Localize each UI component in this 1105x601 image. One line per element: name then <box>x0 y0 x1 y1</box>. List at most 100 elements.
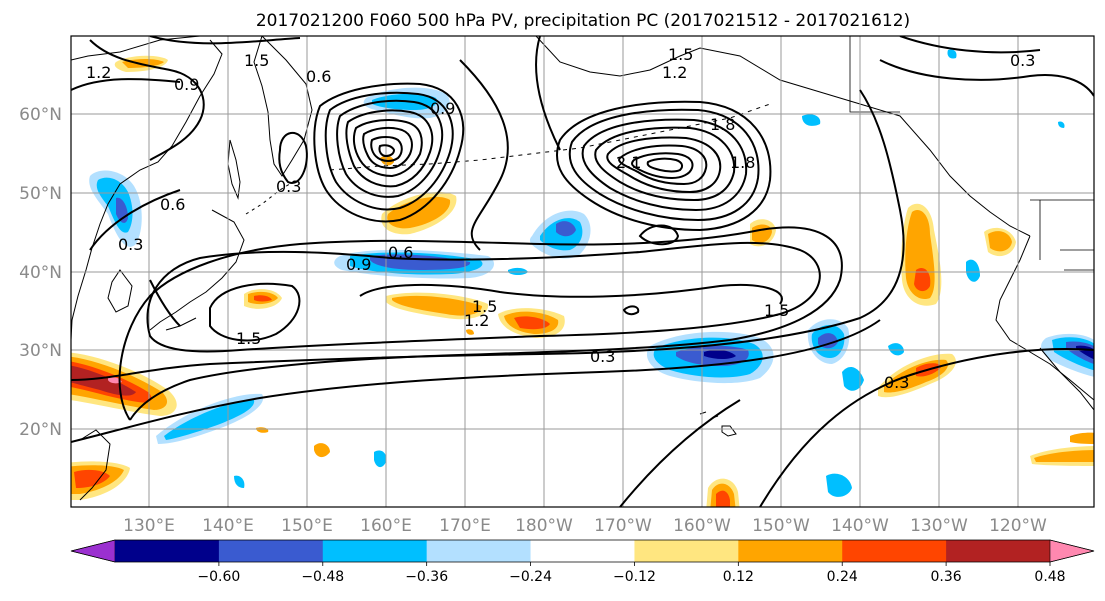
negative-precip-area <box>966 259 980 282</box>
contour-label: 1.5 <box>236 329 261 348</box>
latitude-label: 40°N <box>19 263 62 283</box>
pv-contour <box>638 224 680 246</box>
colorbar-segment <box>218 540 324 562</box>
pv-contour <box>879 59 1094 97</box>
positive-precip-area <box>914 267 931 292</box>
colorbar-tick-label: −0.24 <box>509 569 552 585</box>
pv-contour <box>146 241 821 353</box>
contour-label: 0.3 <box>590 347 615 366</box>
longitude-gridlines <box>148 36 1019 507</box>
pv-contour <box>336 99 444 198</box>
contour-label: 1.5 <box>764 301 789 320</box>
longitude-label: 160°E <box>360 516 412 536</box>
latitude-gridlines <box>71 113 1094 430</box>
alaska-coastline <box>535 36 1031 237</box>
pv-contour <box>370 136 403 162</box>
pv-contour <box>345 109 434 188</box>
colorbar-tick-label: −0.48 <box>301 569 344 585</box>
pv-contour <box>459 59 509 251</box>
pv-contour <box>606 136 722 194</box>
pv-contour <box>71 78 181 91</box>
longitude-label: 160°W <box>673 516 731 536</box>
longitude-label: 130°E <box>123 516 175 536</box>
colorbar-segment <box>426 540 532 562</box>
colorbar-tick-label: 0.24 <box>827 569 858 585</box>
contour-label: 0.9 <box>174 75 199 94</box>
pv-contour <box>378 144 396 158</box>
colorbar-tick-label: −0.36 <box>405 569 448 585</box>
pv-contour <box>278 132 308 184</box>
positive-precip-area <box>108 377 122 384</box>
negative-precip-area <box>842 366 864 391</box>
negative-precip-area <box>947 49 957 59</box>
contour-label: 0.3 <box>884 373 909 392</box>
pv-contour <box>568 108 760 222</box>
canada-us-border <box>849 36 1094 271</box>
pv-contour <box>362 126 413 170</box>
longitude-label: 120°W <box>989 516 1047 536</box>
negative-precip-area <box>1058 121 1065 128</box>
contour-label: 0.6 <box>160 195 185 214</box>
pv-contour <box>899 36 1041 54</box>
pv-contour <box>359 283 783 305</box>
baja-coastline <box>1039 347 1094 411</box>
contour-label: 0.6 <box>306 67 331 86</box>
contour-labels: 1.2 0.9 1.5 0.6 0.3 0.6 0.3 0.9 0.6 1.5 … <box>86 45 1035 392</box>
contour-label: 1.8 <box>710 115 735 134</box>
pv-contour <box>313 82 465 223</box>
longitude-label: 130°W <box>910 516 968 536</box>
colorbar-frame <box>70 539 1095 563</box>
pv-contours <box>71 36 1094 507</box>
contour-label: 0.6 <box>388 243 413 262</box>
colorbar-tick-label: −0.12 <box>613 569 656 585</box>
pv-contour <box>646 157 684 173</box>
positive-precip-area <box>514 316 550 330</box>
asia-coastline <box>71 36 223 341</box>
contour-label: 2.1 <box>616 153 641 172</box>
contour-label: 1.2 <box>86 63 111 82</box>
longitude-label: 180°W <box>515 516 573 536</box>
pv-contour <box>71 89 905 381</box>
latitude-label: 30°N <box>19 341 62 361</box>
contour-label: 0.3 <box>1010 51 1035 70</box>
pv-contour <box>759 348 1094 507</box>
korea-coastline <box>107 269 133 313</box>
negative-precip-area <box>234 475 245 488</box>
pv-contour <box>581 118 748 212</box>
pv-contour <box>618 144 708 186</box>
latitude-label: 50°N <box>19 184 62 204</box>
longitude-label: 170°W <box>594 516 652 536</box>
pv-contour <box>555 100 772 232</box>
longitude-label: 150°W <box>752 516 810 536</box>
colorbar-segment <box>115 540 220 562</box>
positive-precip-area <box>466 329 474 335</box>
longitude-label: 170°E <box>439 516 491 536</box>
contour-label: 0.3 <box>118 235 143 254</box>
figure-title: 2017021200 F060 500 hPa PV, precipitatio… <box>256 11 910 31</box>
kuril-islands <box>245 179 297 215</box>
positive-precip-area <box>314 443 330 458</box>
longitude-label: 150°E <box>281 516 333 536</box>
longitude-labels: 130°E 140°E 150°E 160°E 170°E 180°W 170°… <box>123 516 1047 536</box>
negative-precip-area <box>704 349 736 359</box>
positive-precip-area <box>392 295 482 316</box>
colorbar-segment <box>738 540 843 562</box>
contour-label: 0.9 <box>430 99 455 118</box>
negative-precip-area <box>556 221 576 237</box>
latitude-label: 20°N <box>19 420 62 440</box>
contour-label: 1.2 <box>662 63 687 82</box>
negative-precip-area <box>826 473 852 497</box>
colorbar-extend-min <box>70 539 116 563</box>
positive-precip-area <box>74 469 110 488</box>
pv-contour <box>352 119 423 178</box>
colorbar-tick-label: −0.60 <box>197 569 240 585</box>
contour-label: 1.5 <box>668 45 693 64</box>
positive-precip-area <box>1034 450 1094 462</box>
positive-precip-area <box>254 295 272 302</box>
contour-label: 1.5 <box>244 51 269 70</box>
map-layers: 1.2 0.9 1.5 0.6 0.3 0.6 0.3 0.9 0.6 1.5 … <box>71 36 1094 507</box>
colorbar-segment <box>530 540 635 562</box>
negative-precip-area <box>802 114 821 126</box>
kamchatka-coastline <box>253 36 313 177</box>
